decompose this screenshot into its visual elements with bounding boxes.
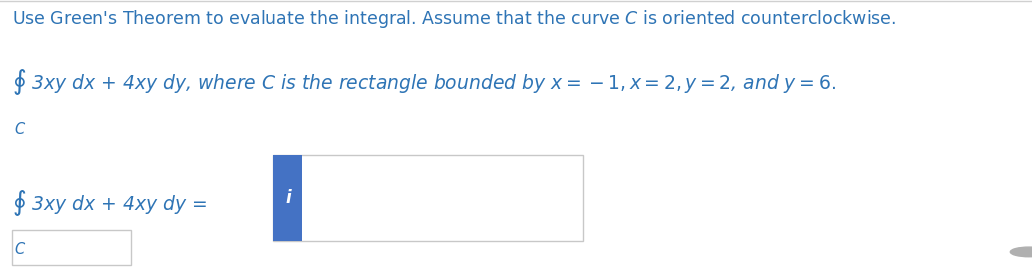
Text: $\oint$ 3$xy$ $dx$ + 4$xy$ $dy$, where $C$ is the rectangle bounded by $x = -1, : $\oint$ 3$xy$ $dx$ + 4$xy$ $dy$, where $… [12, 67, 836, 97]
Text: $C$: $C$ [14, 241, 27, 257]
Circle shape [1010, 247, 1032, 257]
Text: $C$: $C$ [14, 121, 27, 137]
Text: Use Green's Theorem to evaluate the integral. Assume that the curve $C$ is orien: Use Green's Theorem to evaluate the inte… [12, 8, 897, 30]
Bar [273, 155, 302, 241]
Text: i: i [285, 189, 291, 207]
Bar [273, 155, 583, 241]
Text: $\oint$ 3$xy$ $dx$ + 4$xy$ $dy$ =: $\oint$ 3$xy$ $dx$ + 4$xy$ $dy$ = [12, 188, 207, 218]
Bar [12, 230, 131, 265]
